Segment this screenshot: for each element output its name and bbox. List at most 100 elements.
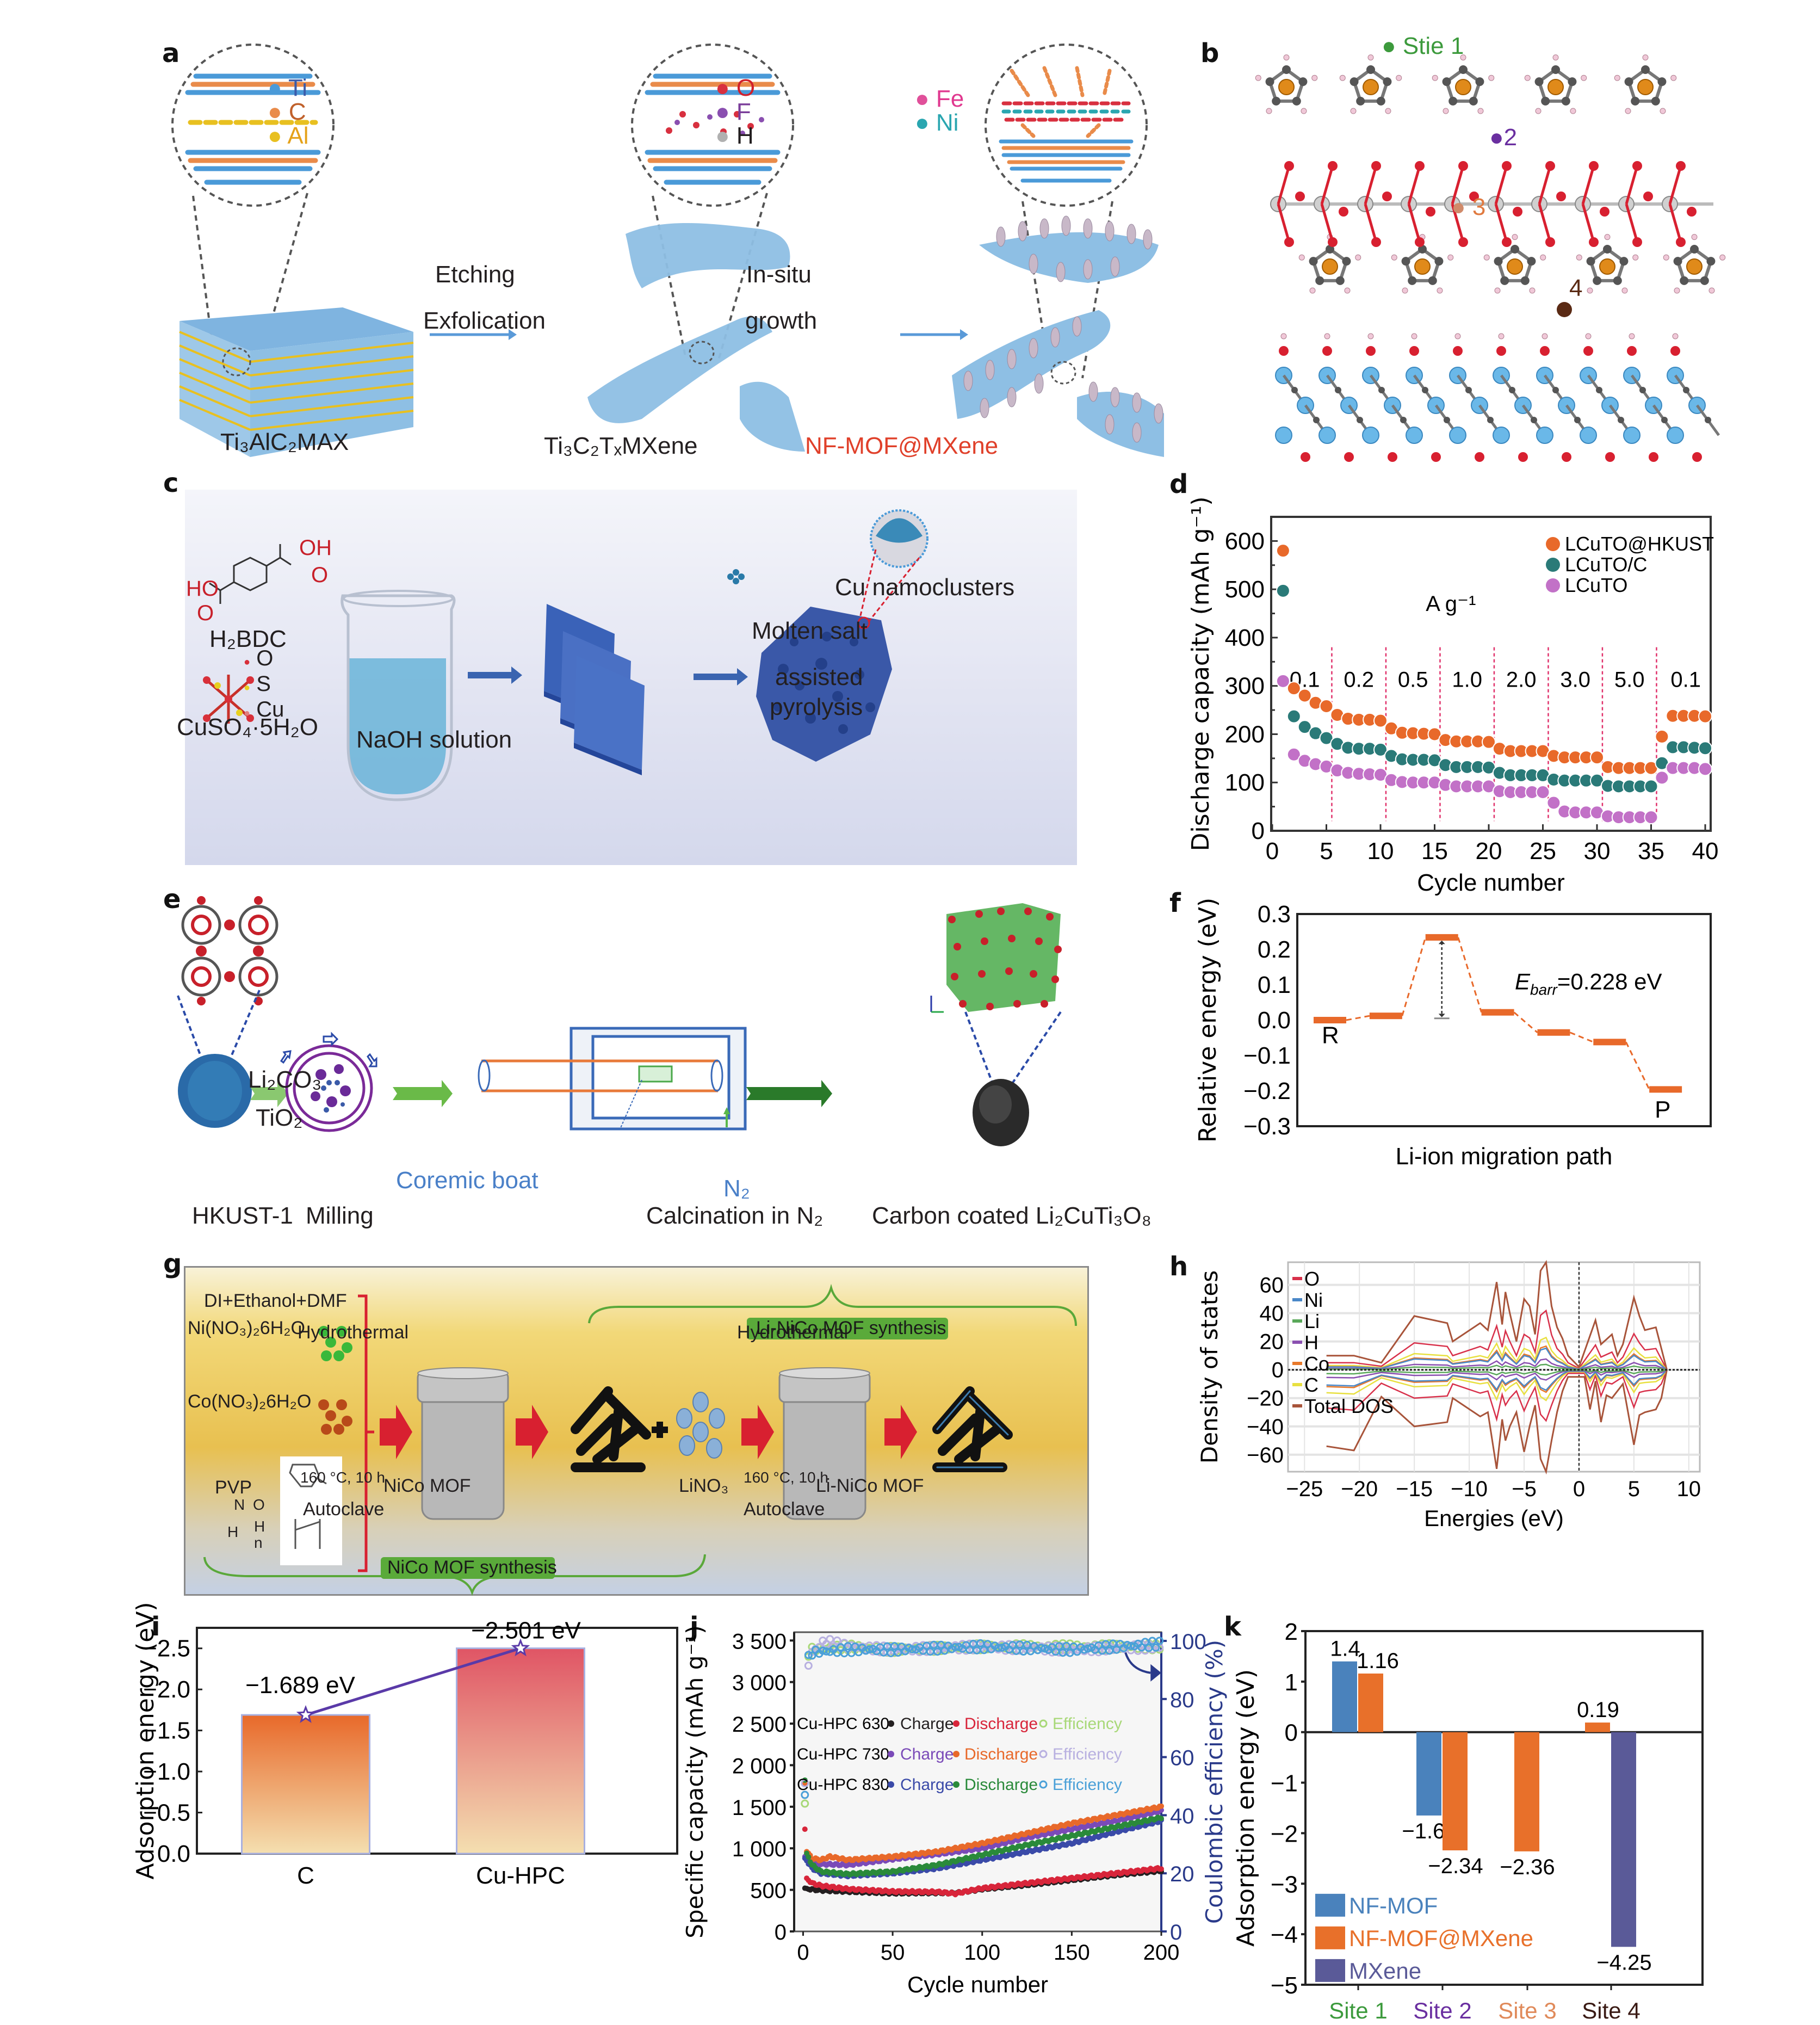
hydrogen-atom [1576, 254, 1582, 261]
oxygen-atom [1687, 207, 1697, 217]
step-etching: Etching [435, 261, 515, 288]
hydrogen-atom [1280, 333, 1287, 339]
site-3-marker: ● [1451, 194, 1466, 220]
legend-marker [1039, 1750, 1048, 1758]
data-point [1427, 727, 1442, 742]
site-2-marker: ● [1489, 124, 1504, 151]
ni-salt-dots [318, 1326, 352, 1361]
panel-label-g: g [163, 1249, 182, 1279]
hydrogen-atom [1691, 234, 1698, 240]
bar-NF-MOF@MXene-Site 3 [1514, 1732, 1539, 1851]
y-tick-label: 0 [1252, 818, 1265, 844]
carbon-atom [1378, 387, 1385, 393]
carbon-atom [1400, 417, 1407, 423]
y-tick-label: 100 [1225, 769, 1265, 796]
legend-mxene: ● O ● F ● H [715, 76, 755, 148]
rate-label: 0.2 [1344, 668, 1374, 692]
carbon-atom [1534, 77, 1544, 87]
series-Cu-HPC 730 Charge [802, 1807, 1164, 1869]
data-point [1126, 1641, 1135, 1650]
series-LCuTO [1276, 674, 1712, 825]
hydrogen-atom [1443, 108, 1449, 114]
mof-sheets [544, 604, 645, 775]
legend-marker [888, 1720, 894, 1727]
y-tick-label: 200 [1225, 721, 1265, 748]
arrow-g1 [380, 1405, 412, 1459]
x-tick-label: 200 [1143, 1941, 1180, 1965]
y-tick-label: −0.2 [1243, 1078, 1291, 1104]
data-label: −4.25 [1596, 1950, 1651, 1974]
x-tick-label: Site 2 [1413, 1998, 1471, 2023]
y-tick-label: 0 [775, 1921, 787, 1944]
bond [1451, 203, 1465, 243]
bond [1364, 165, 1378, 205]
titanium-atom [1406, 427, 1423, 444]
h2bdc-ho: HO [186, 577, 219, 601]
dos-C-down [1326, 1369, 1668, 1402]
bar-NF-MOF@MXene-Site 2 [1443, 1732, 1468, 1850]
path-connector [1457, 937, 1483, 1013]
cuso4-cu: Cu [256, 697, 284, 721]
oxygen-atom [1344, 452, 1354, 462]
carbon-atom [1574, 417, 1581, 423]
beaker-icon [341, 590, 456, 801]
bond [1538, 203, 1552, 243]
hkust-structure [177, 896, 278, 1070]
y-tick-label: 0.0 [157, 1841, 190, 1867]
y-axis-label: Adsorption energy (eV) [132, 1602, 159, 1879]
lino3-spheres [676, 1392, 725, 1459]
x-tick-label: −15 [1396, 1477, 1433, 1501]
site-2-label: ●2 [1489, 124, 1518, 151]
y-tick-label: −40 [1247, 1415, 1284, 1439]
titanium-atom [1623, 427, 1641, 444]
oxygen-atom [1409, 346, 1419, 356]
data-point [1084, 1644, 1092, 1653]
axis-indicator-arrowhead [1150, 1664, 1161, 1682]
bottom-ring [1298, 234, 1361, 294]
porous-carbon-cube [756, 607, 892, 762]
hydrogen-atom [1367, 54, 1374, 61]
autoclave-1-condition: 160 °C, 10 h [300, 1469, 385, 1486]
legend-marker [1546, 537, 1560, 551]
data-label: −1.689 eV [245, 1672, 355, 1699]
data-point [806, 1854, 812, 1860]
li2cuti3o8-structure [930, 903, 1062, 1091]
panel-label-e: e [163, 884, 181, 915]
oxygen-atom [1605, 452, 1615, 462]
carbon-atom [1706, 257, 1716, 266]
carbon-atom [1291, 387, 1298, 393]
data-point [1373, 742, 1388, 757]
bar-MXene-Site 4 [1611, 1732, 1636, 1947]
hydrogen-atom [1540, 254, 1546, 261]
y-tick-label: −60 [1247, 1443, 1284, 1467]
oxygen-atom [1627, 346, 1637, 356]
oxygen-atom [1279, 346, 1289, 356]
hydrogen-atom [1542, 333, 1548, 339]
y-tick-label: 20 [1260, 1330, 1284, 1354]
legend-sample: Cu-HPC 630 [797, 1715, 889, 1733]
y2-tick-label: 0 [1170, 1921, 1182, 1944]
bar-NF-MOF@MXene-Site 1 [1358, 1674, 1383, 1732]
panel-label-d: d [1169, 469, 1188, 499]
plus-icon [652, 1422, 668, 1438]
hydrogen-atom [1344, 287, 1351, 294]
oxygen-atom [1540, 346, 1550, 356]
legend-ni: Ni [936, 109, 959, 136]
titanium-atom [1275, 427, 1292, 444]
panel-label-h: h [1169, 1251, 1188, 1282]
star-marker [511, 1638, 530, 1657]
y-tick-label: 40 [1260, 1302, 1284, 1326]
hydrogen-atom [1355, 254, 1361, 261]
data-point [1546, 795, 1561, 810]
bond [1364, 203, 1378, 243]
cu-nanoclusters-label: Cu namoclusters [835, 574, 1015, 601]
hydrogen-atom [1625, 108, 1631, 114]
carbon-atom [1639, 387, 1646, 393]
oxygen-atom [1469, 192, 1479, 201]
x-tick-label: 15 [1421, 838, 1448, 865]
data-point [1644, 810, 1658, 825]
data-point [1159, 1803, 1164, 1809]
y-tick-label: 3 000 [732, 1671, 787, 1695]
legend-label: LCuTO/C [1565, 553, 1647, 576]
